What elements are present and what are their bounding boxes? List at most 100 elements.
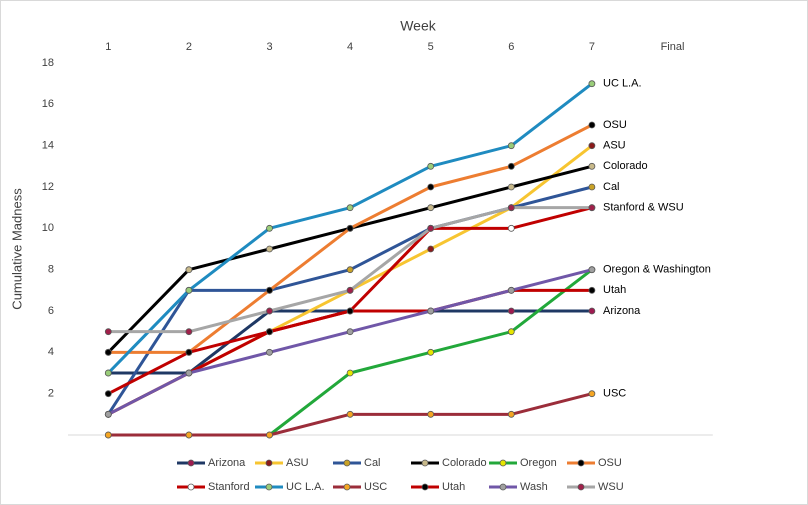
point-marker [507,286,515,294]
point-marker [266,348,273,356]
point-marker [266,224,273,232]
x-axis-title: Week [400,18,437,34]
end-label: USC [603,388,626,400]
point-marker [507,162,515,170]
y-tick-label: 4 [48,346,54,358]
end-label: Oregon & Washington [603,264,711,276]
y-tick-label: 18 [42,57,54,69]
point-marker [104,369,112,377]
x-tick-label: 4 [347,41,353,53]
x-tick-label: 5 [428,41,434,53]
y-tick-label: 10 [42,222,54,234]
x-tick-label: 6 [508,41,514,53]
point-marker [588,162,596,170]
legend-label: Oregon [520,457,557,469]
legend-marker [577,459,585,467]
legend-label: Arizona [208,457,246,469]
legend-label: Colorado [442,457,487,469]
point-marker [507,224,515,232]
point-marker [507,204,515,212]
point-marker [507,183,515,191]
end-label: Utah [603,284,626,296]
point-marker [185,266,193,274]
legend-label: WSU [598,481,624,493]
end-label: OSU [603,119,627,131]
point-marker [346,307,354,315]
point-marker [427,162,435,170]
point-marker [588,307,596,315]
legend-marker [187,483,195,491]
point-marker [185,286,193,294]
y-tick-label: 6 [48,305,54,317]
end-label: ASU [603,140,626,152]
point-marker [266,245,273,253]
point-marker [185,328,193,336]
legend-label: OSU [598,457,622,469]
point-marker [346,204,354,212]
legend-label: USC [364,481,387,493]
point-marker [266,431,273,439]
legend-marker [499,459,507,467]
x-tick-label: 7 [589,41,595,53]
point-marker [266,307,273,315]
legend-marker [187,459,195,467]
point-marker [507,142,515,150]
point-marker [104,410,112,418]
end-label: UC L.A. [603,78,642,90]
point-marker [346,410,354,418]
point-marker [104,431,112,439]
point-marker [104,328,112,336]
y-tick-label: 2 [48,388,54,400]
point-marker [427,224,435,232]
point-marker [588,183,596,191]
legend-marker [343,459,351,467]
y-tick-label: 16 [42,98,54,110]
x-tick-label: 3 [266,41,272,53]
point-marker [346,224,354,232]
point-marker [588,204,596,212]
point-marker [104,348,112,356]
legend-label: Utah [442,481,465,493]
point-marker [427,348,435,356]
point-marker [507,328,515,336]
x-tick-label: Final [661,41,685,53]
legend-marker [577,483,585,491]
point-marker [588,286,596,294]
end-label: Arizona [603,305,641,317]
legend-marker [265,483,273,491]
end-label: Cal [603,181,620,193]
y-tick-label: 12 [42,181,54,193]
legend-label: Stanford [208,481,250,493]
legend-marker [265,459,273,467]
x-tick-label: 1 [105,41,111,53]
point-marker [427,410,435,418]
legend-marker [421,483,429,491]
legend-marker [343,483,351,491]
point-marker [346,369,354,377]
point-marker [185,348,193,356]
y-tick-label: 14 [42,140,54,152]
point-marker [185,369,193,377]
point-marker [588,390,596,398]
y-axis-title: Cumulative Madness [9,188,24,310]
point-marker [427,183,435,191]
point-marker [266,286,273,294]
point-marker [588,121,596,129]
point-marker [346,328,354,336]
point-marker [507,410,515,418]
end-label: Stanford & WSU [603,202,684,214]
point-marker [346,286,354,294]
legend-label: ASU [286,457,309,469]
point-marker [588,80,596,88]
point-marker [185,431,193,439]
point-marker [507,307,515,315]
legend-label: Cal [364,457,381,469]
point-marker [266,328,273,336]
legend-label: UC L.A. [286,481,325,493]
end-label: Colorado [603,160,648,172]
point-marker [588,142,596,150]
y-tick-label: 8 [48,264,54,276]
